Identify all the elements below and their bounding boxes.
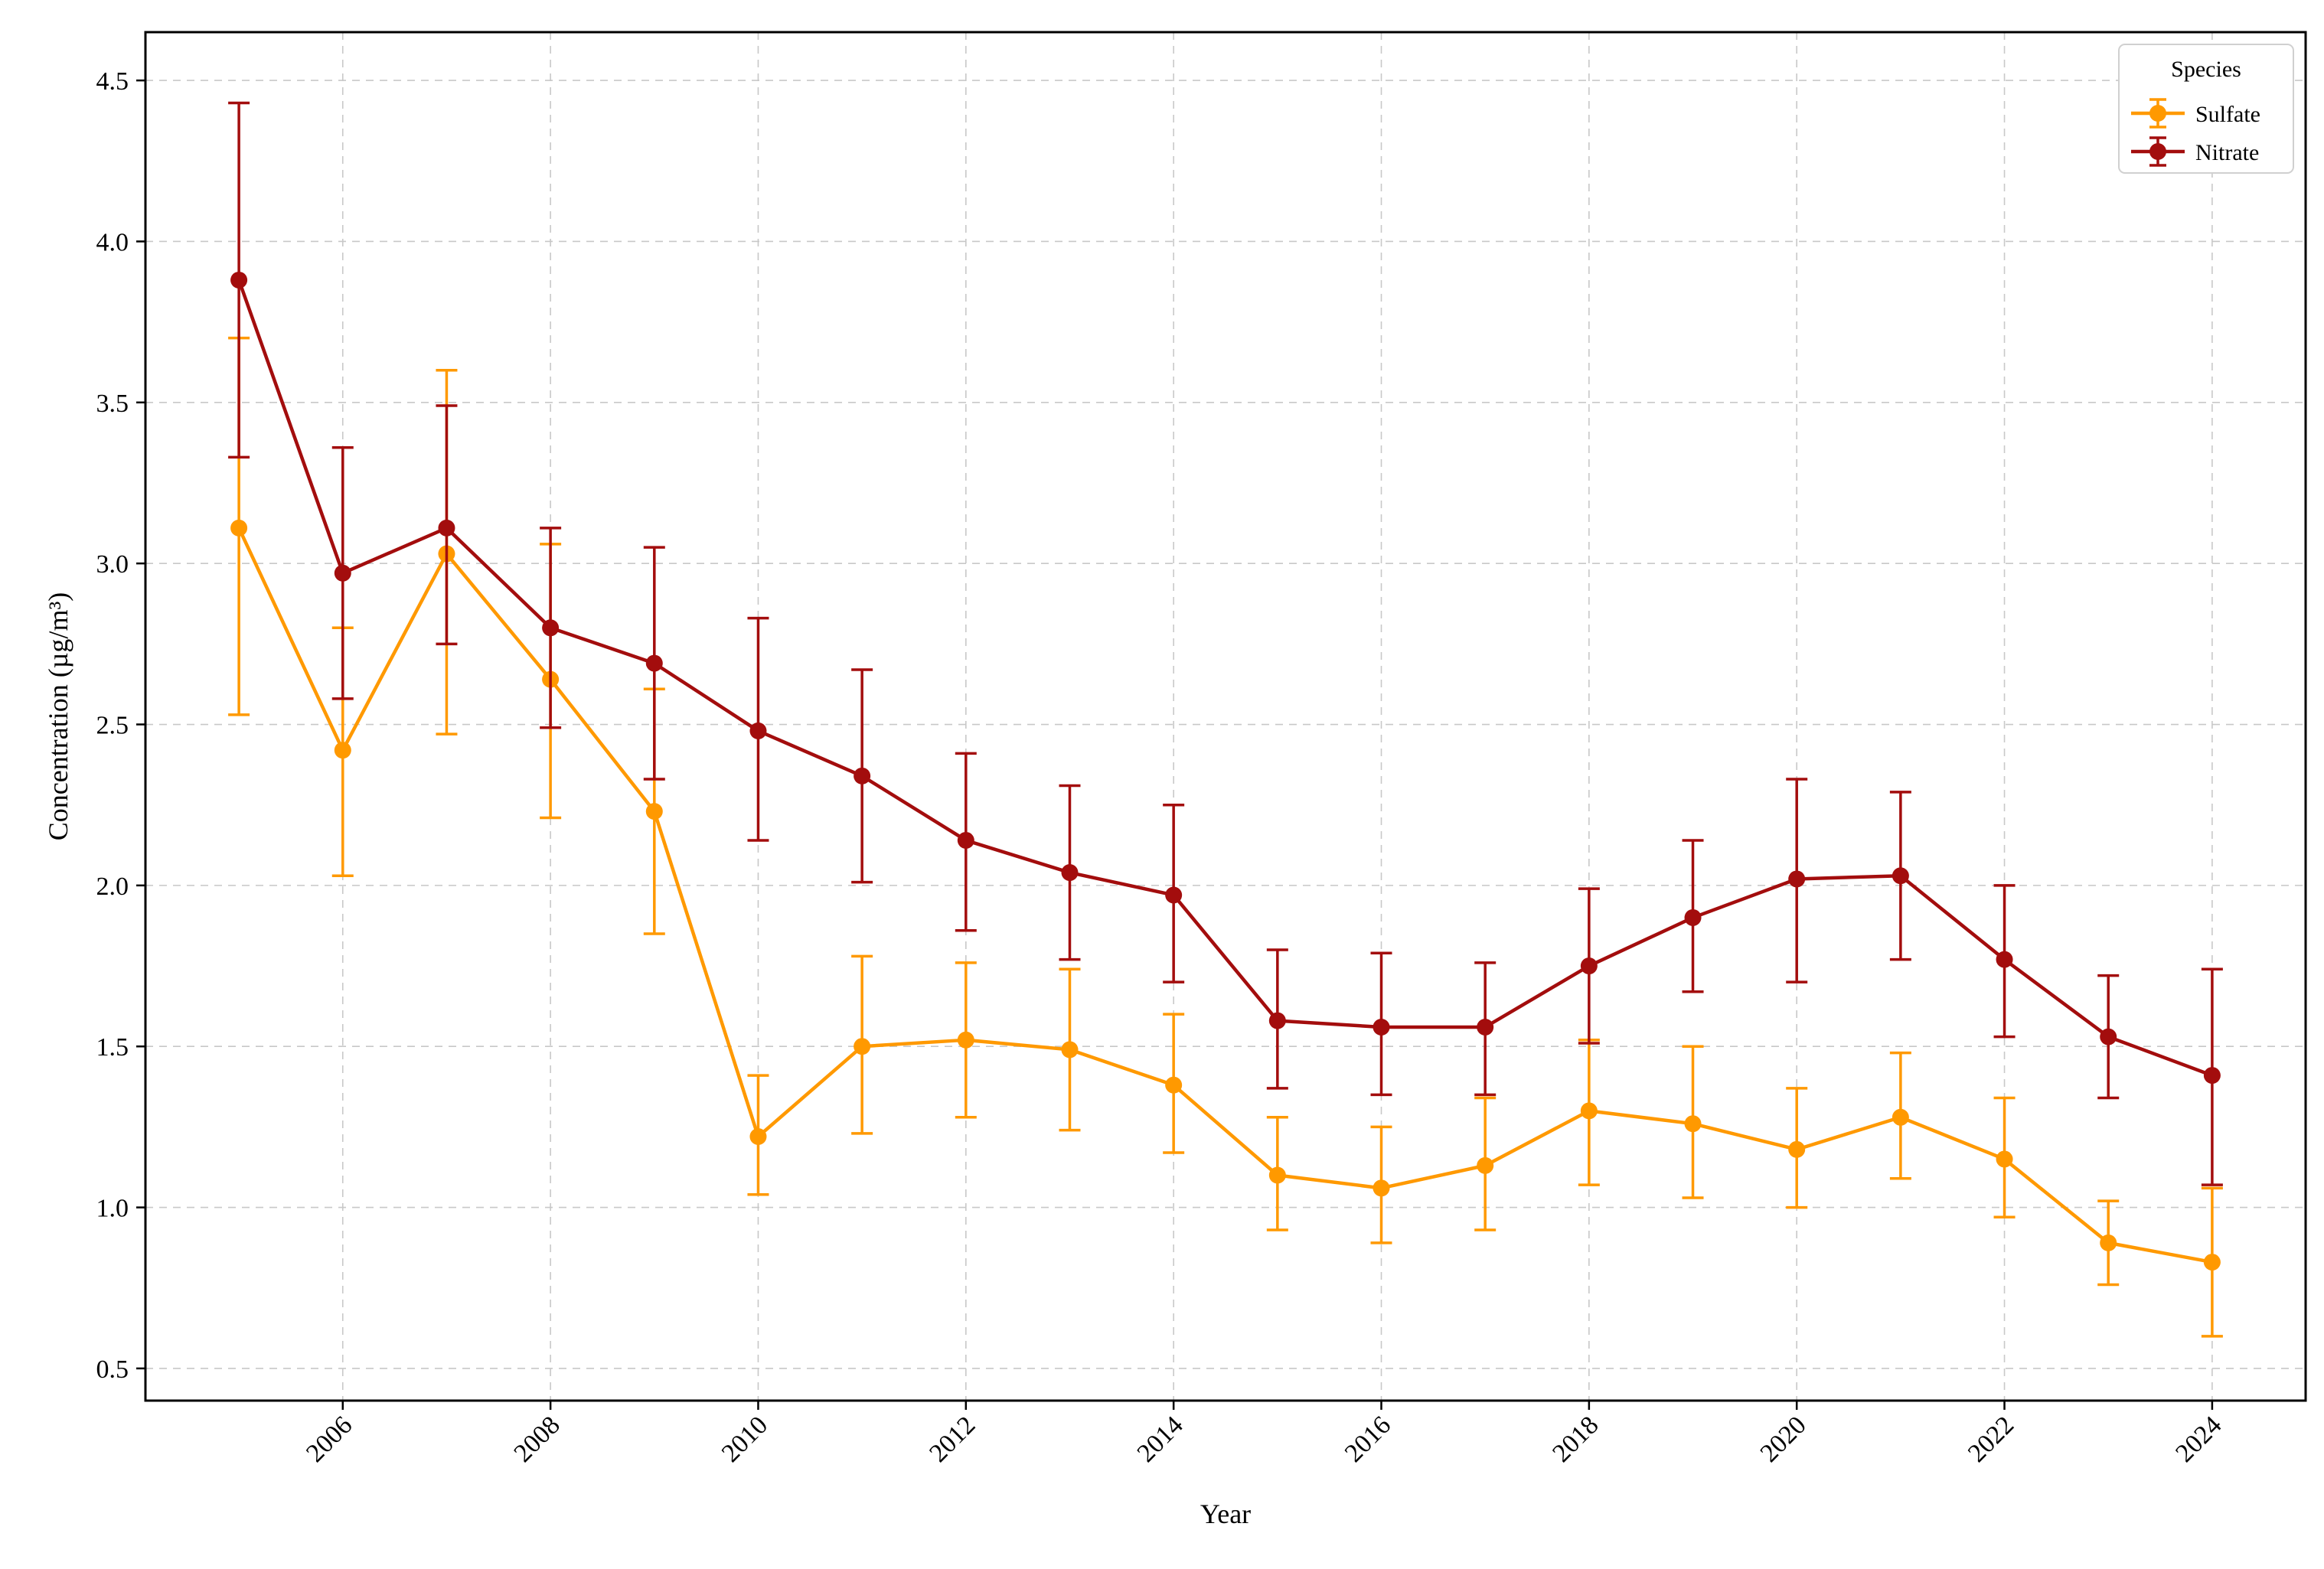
sulfate-point [1165,1076,1183,1094]
legend: Species Sulfate Nitrate [2118,44,2294,174]
nitrate-point [749,722,767,739]
sulfate-point [1268,1166,1286,1184]
sulfate-point [749,1128,767,1146]
sulfate-point [1477,1156,1494,1174]
nitrate-point [1477,1018,1494,1036]
sulfate-point [230,519,248,537]
sulfate-point [1373,1179,1390,1197]
sulfate-point [2100,1234,2117,1251]
nitrate-point [1788,870,1806,888]
y-tick-label: 3.5 [96,390,129,418]
nitrate-point [2100,1028,2117,1045]
sulfate-point [854,1038,871,1055]
y-tick-label: 3.0 [96,550,129,579]
legend-label-sulfate: Sulfate [2195,102,2260,127]
legend-sulfate-marker [2149,105,2166,122]
nitrate-point [957,831,974,849]
x-axis-title: Year [1200,1499,1251,1529]
sulfate-point [1061,1041,1079,1059]
nitrate-point [1061,864,1079,882]
y-tick-label: 2.5 [96,712,129,740]
nitrate-point [645,654,663,672]
sulfate-point [645,803,663,820]
sulfate-point [334,742,351,759]
grid [145,32,2306,1401]
nitrate-point [1268,1012,1286,1029]
nitrate-point [542,619,560,637]
y-tick-label: 4.5 [96,67,129,96]
sulfate-point [1788,1140,1806,1158]
nitrate-point [1892,867,1909,885]
sulfate-point [2203,1254,2221,1271]
nitrate-point [1165,886,1183,904]
nitrate-series [228,101,2223,1186]
nitrate-point [854,767,871,784]
legend-label-nitrate: Nitrate [2195,140,2259,165]
sulfate-line [237,527,2213,1264]
legend-nitrate-marker [2149,143,2166,160]
legend-title: Species [2171,57,2241,82]
sulfate-point [1684,1115,1702,1133]
nitrate-point [2203,1067,2221,1085]
sulfate-point [1580,1102,1598,1120]
y-tick-label: 1.0 [96,1195,129,1223]
sulfate-point [957,1031,974,1049]
nitrate-point [1996,951,2013,968]
plot-frame [144,31,2307,1402]
nitrate-point [334,564,351,582]
sulfate-point [1892,1108,1909,1126]
y-tick-label: 4.0 [96,228,129,256]
y-tick-label: 1.5 [96,1033,129,1062]
nitrate-point [438,519,455,537]
nitrate-point [1373,1018,1390,1036]
legend-box [2118,44,2294,174]
y-tick-label: 0.5 [96,1355,129,1384]
sulfate-point [1996,1150,2013,1168]
nitrate-line [237,279,2213,1078]
y-axis-title: Concentration (µg/m³) [43,592,73,840]
y-tick-label: 2.0 [96,873,129,901]
nitrate-point [230,271,248,289]
nitrate-point [1580,957,1598,975]
plot-series [228,101,2223,1338]
nitrate-point [1684,908,1702,926]
